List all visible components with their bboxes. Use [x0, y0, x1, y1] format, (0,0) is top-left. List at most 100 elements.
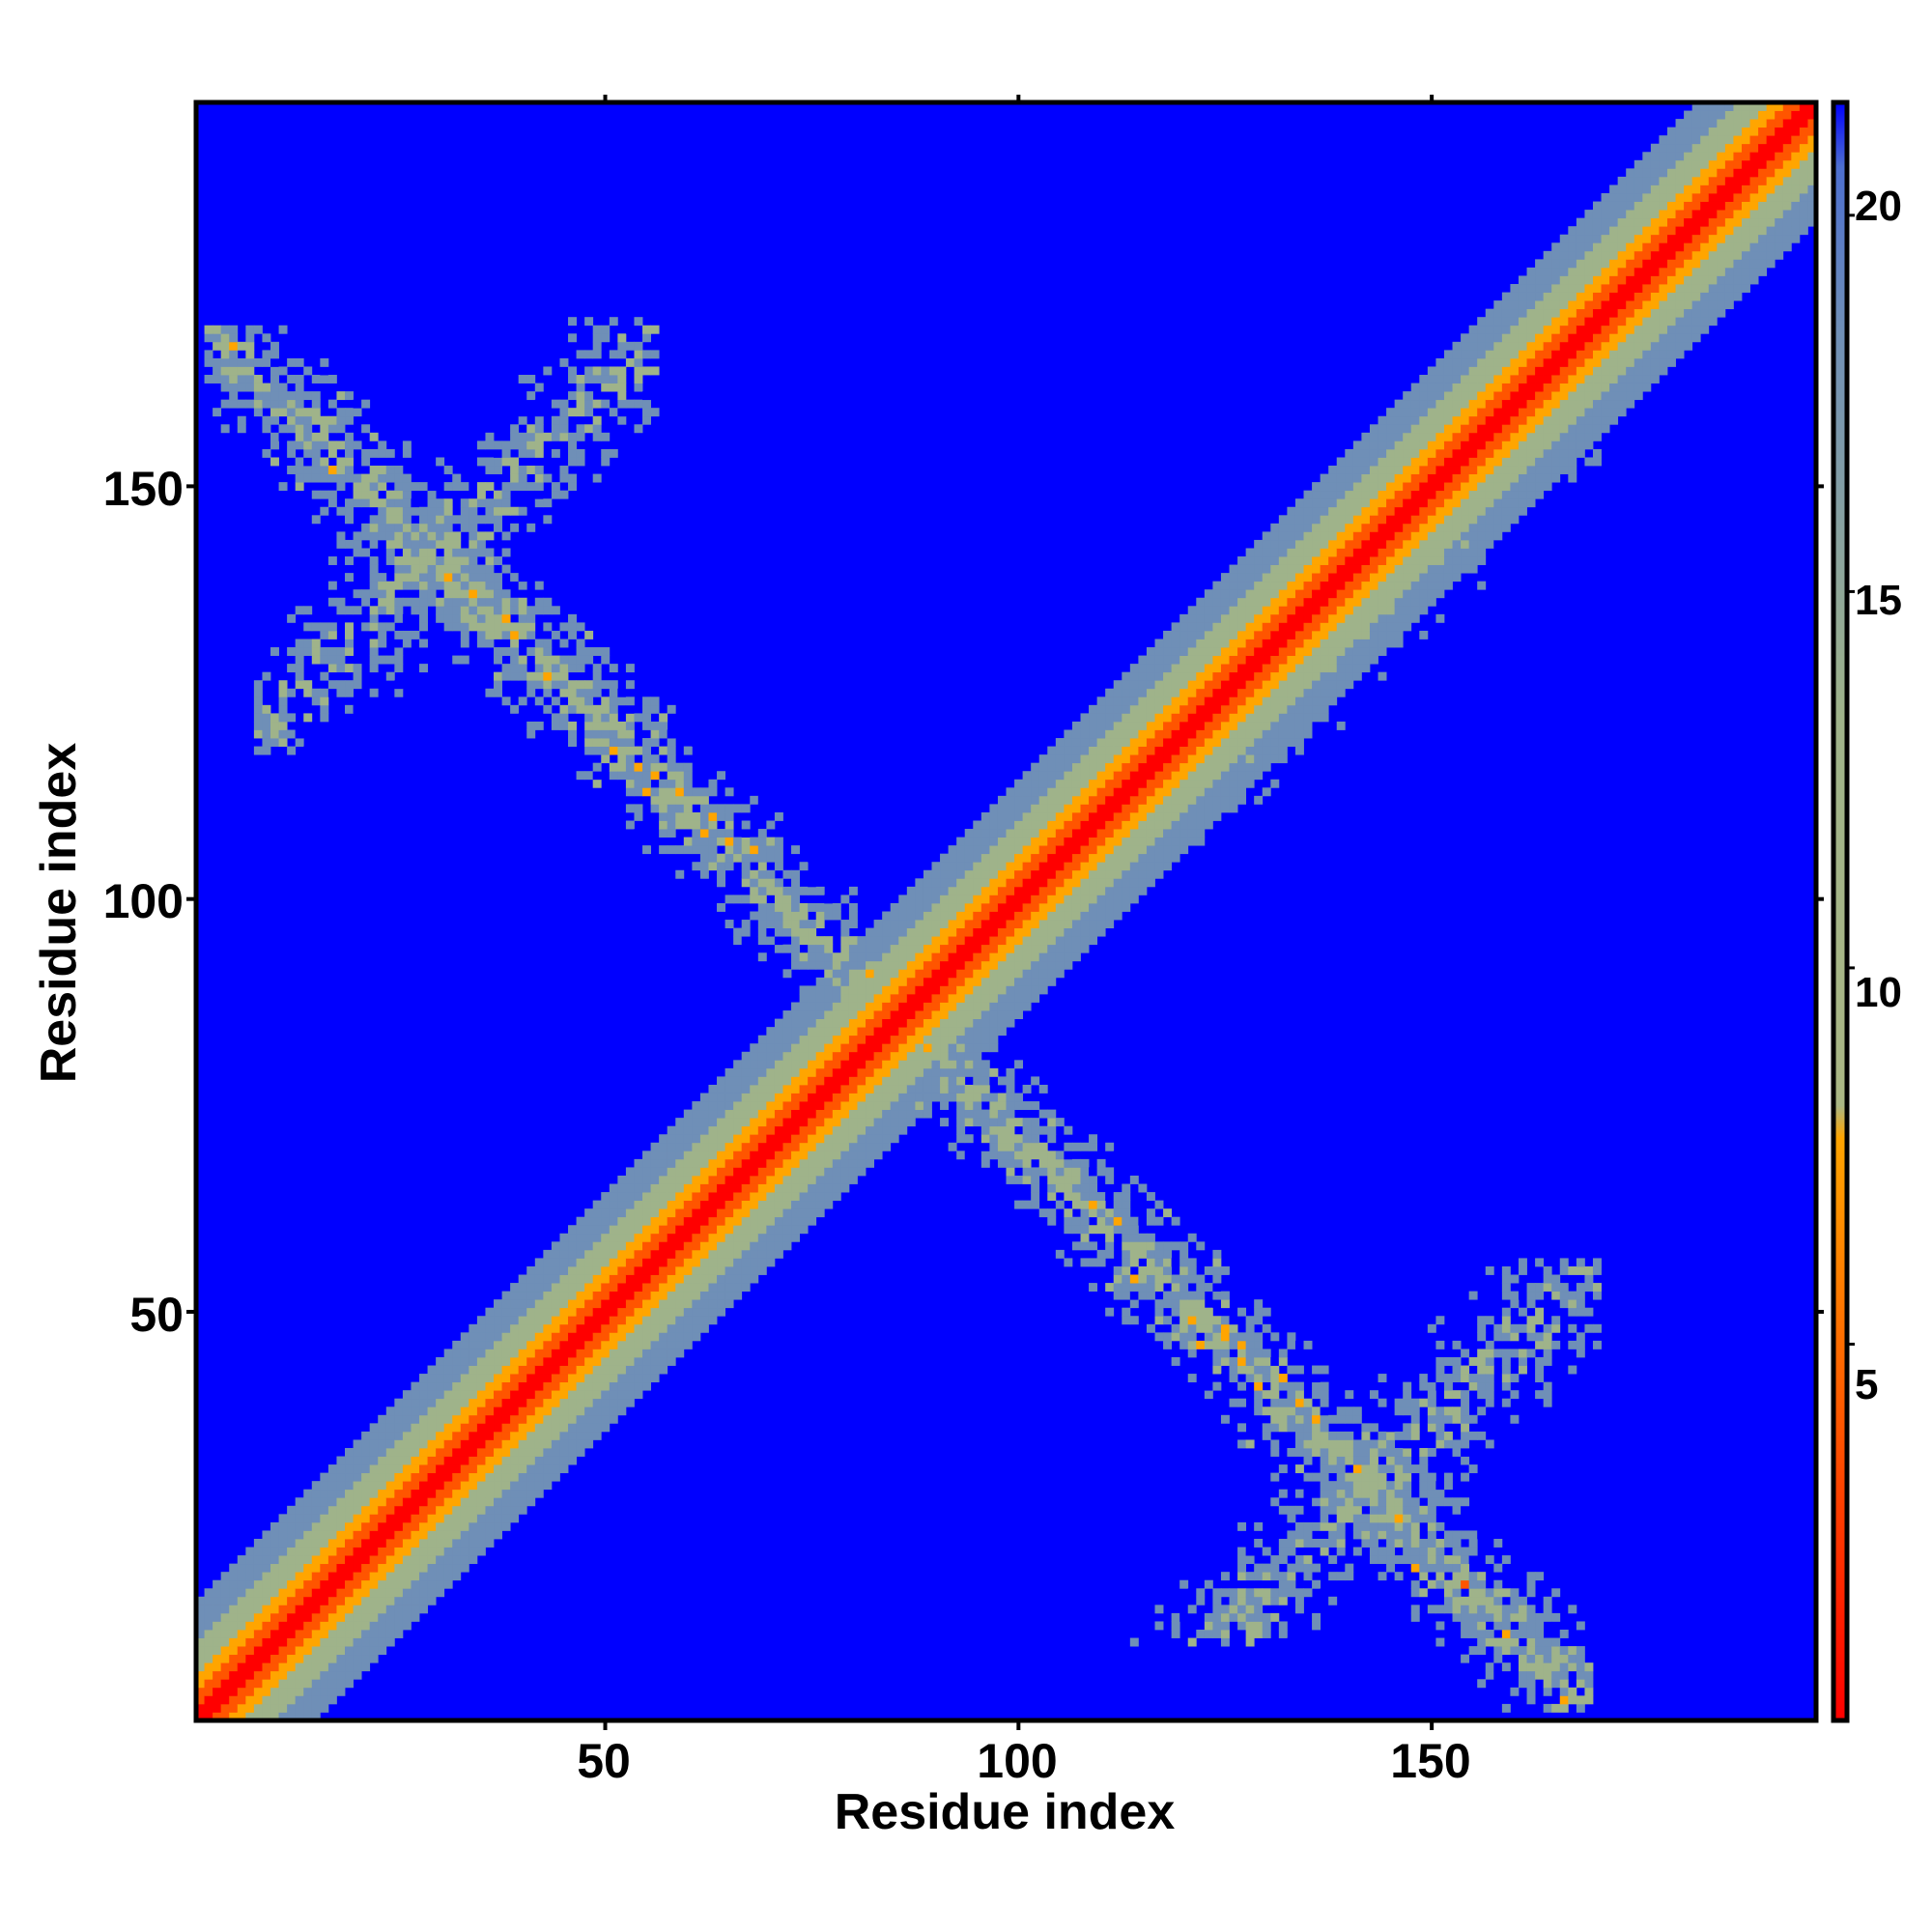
heatmap-cell — [262, 415, 271, 425]
heatmap-cell — [1105, 895, 1115, 904]
heatmap-cell — [270, 1521, 279, 1531]
heatmap-cell — [882, 1118, 892, 1127]
heatmap-cell — [791, 1118, 800, 1127]
heatmap-cell — [997, 985, 1007, 995]
heatmap-cell — [882, 960, 892, 970]
heatmap-cell — [948, 845, 957, 855]
heatmap-cell — [1187, 721, 1197, 730]
heatmap-cell — [667, 1241, 676, 1251]
heatmap-cell — [427, 515, 437, 525]
heatmap-cell — [650, 1349, 660, 1358]
heatmap-cell — [320, 1481, 329, 1491]
heatmap-cell — [419, 1505, 428, 1515]
heatmap-cell — [659, 746, 668, 755]
heatmap-cell — [609, 704, 618, 714]
heatmap-cell — [584, 1316, 594, 1325]
heatmap-cell — [717, 1283, 725, 1293]
heatmap-cell — [229, 399, 239, 409]
heatmap-cell — [634, 1233, 643, 1242]
heatmap-cell — [1122, 1192, 1131, 1202]
heatmap-cell — [576, 408, 585, 417]
heatmap-cell — [270, 432, 279, 441]
heatmap-cell — [518, 415, 527, 425]
heatmap-cell — [311, 1505, 321, 1515]
heatmap-cell — [724, 1299, 734, 1309]
heatmap-cell — [1187, 647, 1197, 656]
heatmap-cell — [526, 680, 536, 690]
heatmap-cell — [485, 1316, 495, 1325]
heatmap-cell — [510, 1316, 520, 1325]
heatmap-cell — [766, 1200, 776, 1209]
heatmap-cell — [824, 1134, 834, 1144]
heatmap-cell — [634, 1192, 643, 1202]
heatmap-cell — [402, 498, 412, 508]
heatmap-cell — [287, 1646, 297, 1656]
heatmap-cell — [980, 1076, 990, 1086]
heatmap-cell — [724, 1118, 734, 1127]
heatmap-cell — [642, 1258, 651, 1267]
heatmap-cell — [460, 613, 469, 623]
heatmap-cell — [1105, 696, 1115, 706]
heatmap-cell — [1064, 1125, 1073, 1135]
heatmap-cell — [311, 1489, 321, 1498]
heatmap-cell — [1122, 862, 1131, 871]
heatmap-cell — [419, 523, 428, 532]
heatmap-cell — [476, 1365, 486, 1375]
heatmap-cell — [303, 1637, 313, 1647]
heatmap-cell — [237, 357, 246, 367]
heatmap-cell — [237, 1703, 246, 1713]
heatmap-cell — [808, 1192, 817, 1202]
heatmap-cell — [609, 1265, 618, 1275]
heatmap-cell — [873, 1093, 883, 1102]
heatmap-cell — [1179, 1579, 1189, 1589]
heatmap-cell — [683, 1265, 693, 1275]
heatmap-cell — [857, 952, 867, 962]
heatmap-cell — [857, 1084, 867, 1094]
heatmap-cell — [229, 1712, 239, 1721]
heatmap-cell — [1163, 713, 1173, 723]
heatmap-cell — [617, 729, 627, 739]
heatmap-cell — [692, 845, 701, 855]
heatmap-cell — [1179, 688, 1189, 697]
heatmap-cell — [717, 1183, 725, 1193]
heatmap-cell — [476, 1398, 486, 1407]
heatmap-cell — [708, 837, 718, 846]
heatmap-cell — [923, 869, 932, 879]
heatmap-cell — [402, 1612, 412, 1622]
heatmap-cell — [270, 1530, 279, 1540]
heatmap-cell — [411, 1572, 420, 1581]
heatmap-cell — [973, 820, 982, 830]
heatmap-cell — [882, 1125, 892, 1135]
heatmap-cell — [320, 473, 329, 483]
heatmap-cell — [989, 1109, 999, 1119]
heatmap-cell — [443, 581, 453, 590]
heatmap-cell — [1047, 1125, 1057, 1135]
heatmap-cell — [724, 1076, 734, 1086]
heatmap-cell — [683, 771, 693, 781]
heatmap-cell — [543, 647, 553, 656]
heatmap-cell — [345, 1621, 354, 1631]
heatmap-cell — [1154, 713, 1164, 723]
heatmap-cell — [1038, 886, 1048, 895]
heatmap-cell — [774, 1167, 783, 1177]
heatmap-cell — [262, 1629, 271, 1638]
heatmap-cell — [915, 1109, 924, 1119]
heatmap-cell — [1105, 820, 1115, 830]
heatmap-cell — [1064, 829, 1073, 838]
heatmap-cell — [592, 721, 602, 730]
heatmap-cell — [394, 1447, 404, 1457]
heatmap-cell — [476, 597, 486, 607]
heatmap-cell — [675, 1225, 685, 1235]
heatmap-cell — [469, 539, 478, 549]
heatmap-cell — [692, 787, 701, 797]
heatmap-cell — [791, 1158, 800, 1168]
heatmap-cell — [1179, 845, 1189, 855]
heatmap-cell — [1105, 795, 1115, 805]
heatmap-cell — [1006, 1167, 1015, 1177]
heatmap-cell — [1080, 795, 1090, 805]
heatmap-cell — [213, 1662, 222, 1672]
heatmap-cell — [469, 1390, 478, 1400]
heatmap-cell — [419, 1406, 428, 1416]
heatmap-cell — [592, 1365, 602, 1375]
heatmap-cell — [1080, 927, 1090, 937]
